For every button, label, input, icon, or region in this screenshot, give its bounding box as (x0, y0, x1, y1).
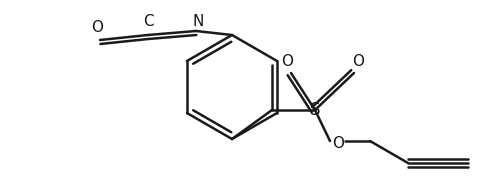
Text: O: O (91, 20, 103, 35)
Text: N: N (192, 14, 203, 29)
Text: O: O (281, 53, 293, 68)
Text: O: O (332, 135, 344, 150)
Text: O: O (352, 53, 364, 68)
Text: S: S (310, 101, 320, 119)
Text: C: C (142, 14, 154, 29)
